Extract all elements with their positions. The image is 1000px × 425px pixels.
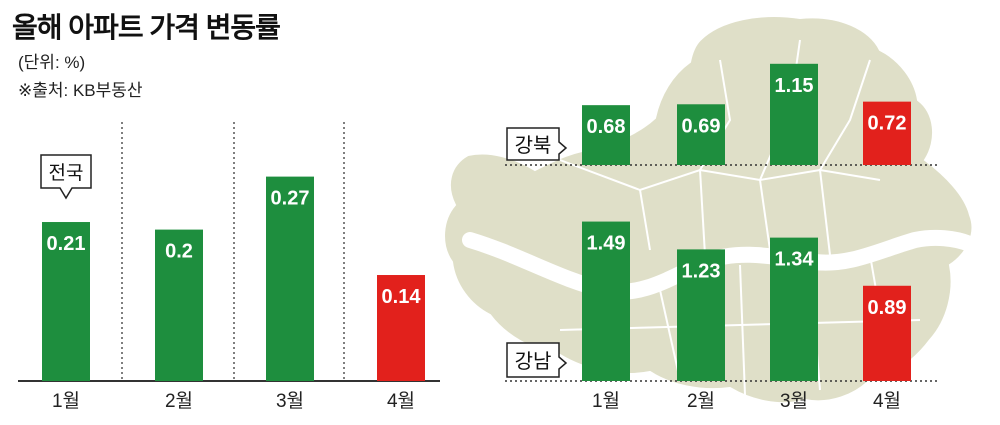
- callout-national-label: 전국: [49, 162, 84, 184]
- gangbuk-bar-4: [863, 101, 911, 165]
- national-month-label-1: 1월: [52, 390, 80, 412]
- han-river: [462, 229, 978, 300]
- gangnam-month-label-3: 3월: [780, 390, 808, 412]
- callout-gangbuk: 강북: [506, 127, 568, 161]
- map-shape: [443, 15, 974, 405]
- national-month-label-4: 4월: [387, 390, 415, 412]
- gangnam-value-label-2: 1.23: [682, 260, 721, 282]
- gangnam-bar-4: [863, 285, 911, 381]
- left-separators: [121, 122, 345, 380]
- source-note: ※출처: KB부동산: [18, 81, 143, 100]
- callout-gangnam: 강남: [506, 342, 568, 378]
- national-value-label-3: 0.27: [271, 188, 310, 210]
- national-bar-3: [266, 176, 314, 381]
- national-month-label-2: 2월: [165, 390, 193, 412]
- gangnam-month-label-2: 2월: [687, 390, 715, 412]
- gangbuk-value-label-1: 0.68: [587, 116, 626, 138]
- callout-gangnam-box: [506, 342, 568, 378]
- national-value-label-4: 0.14: [382, 286, 422, 308]
- gangbuk-bar-2: [677, 104, 725, 165]
- callout-gangnam-label: 강남: [515, 350, 552, 373]
- chart-title: 올해 아파트 가격 변동률: [12, 12, 281, 43]
- gangbuk-value-label-2: 0.69: [682, 115, 721, 137]
- gangbuk-bar-1: [582, 105, 630, 165]
- callout-national-box: [40, 154, 92, 200]
- gangnam-month-label-1: 1월: [592, 390, 620, 412]
- gangnam-value-label-4: 0.89: [868, 297, 907, 319]
- gangnam-bar-2: [677, 249, 725, 381]
- callout-gangbuk-box: [506, 127, 568, 161]
- national-value-label-2: 0.2: [165, 241, 193, 263]
- bars-layer: 0.21 1월 0.2 2월 0.27 3월 0.14 4월 0.68 0.69 1.15 0.72 1…: [42, 63, 911, 412]
- gangnam-bar-3: [770, 237, 818, 381]
- gangnam-month-label-4: 4월: [873, 390, 901, 412]
- gangbuk-value-label-4: 0.72: [868, 113, 907, 135]
- unit-note: (단위: %): [18, 53, 86, 72]
- gangnam-value-label-1: 1.49: [587, 233, 626, 255]
- national-bar-4: [377, 275, 425, 381]
- national-bar-2: [155, 229, 203, 381]
- gangnam-bar-1: [582, 221, 630, 381]
- callout-national: 전국: [40, 154, 92, 200]
- gangbuk-bar-3: [770, 63, 818, 165]
- national-month-label-3: 3월: [276, 390, 304, 412]
- callout-gangbuk-label: 강북: [515, 134, 552, 157]
- national-bar-1: [42, 222, 90, 381]
- gangnam-value-label-3: 1.34: [775, 249, 815, 271]
- national-value-label-1: 0.21: [47, 233, 86, 255]
- gangbuk-value-label-3: 1.15: [775, 75, 814, 97]
